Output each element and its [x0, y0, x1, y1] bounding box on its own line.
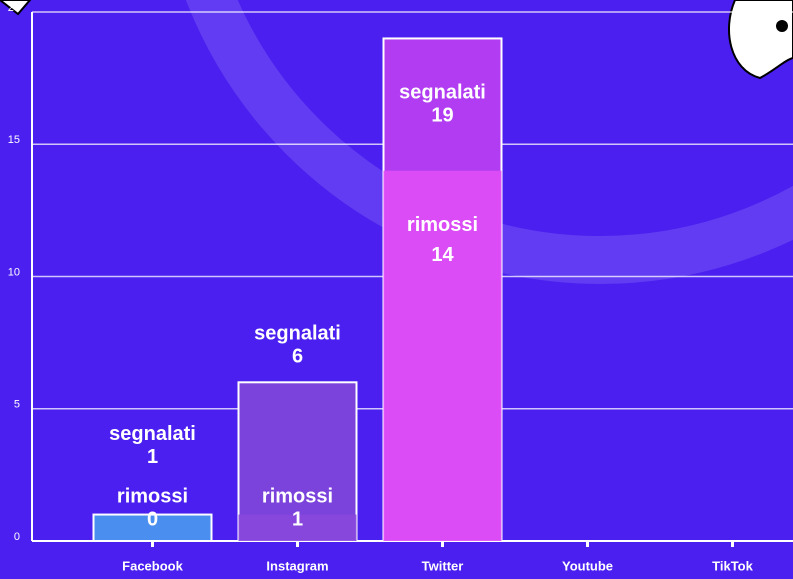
decor-arc	[185, 0, 793, 284]
y-tick-label: 10	[8, 266, 20, 278]
y-tick-label: 20	[8, 2, 20, 14]
x-tick-label: Twitter	[422, 558, 464, 573]
x-tick-label: Facebook	[122, 558, 183, 573]
data-label-name: rimossi	[407, 214, 478, 236]
data-label-name: segnalati	[254, 323, 341, 345]
y-tick-label: 0	[14, 531, 20, 543]
data-label-name: rimossi	[117, 485, 188, 507]
bar	[383, 170, 502, 541]
x-tick-label: Youtube	[562, 558, 613, 573]
bar	[238, 514, 357, 541]
y-tick-label: 15	[8, 134, 20, 146]
data-label: 0	[147, 508, 158, 530]
data-label-name: segnalati	[109, 423, 196, 445]
data-label: 1	[292, 508, 303, 530]
data-label: 19	[431, 105, 453, 127]
data-label: 14	[431, 244, 454, 266]
data-label-name: rimossi	[262, 485, 333, 507]
data-label: 6	[292, 346, 303, 368]
data-label: 1	[147, 446, 158, 468]
x-tick-label: TikTok	[712, 558, 753, 573]
bar	[92, 513, 213, 542]
bubble-dot	[776, 20, 788, 32]
x-tick-label: Instagram	[266, 558, 328, 573]
y-tick-label: 5	[14, 399, 20, 411]
speech-bubble	[728, 0, 793, 80]
decor-corner	[0, 0, 32, 16]
data-label-name: segnalati	[399, 82, 486, 104]
